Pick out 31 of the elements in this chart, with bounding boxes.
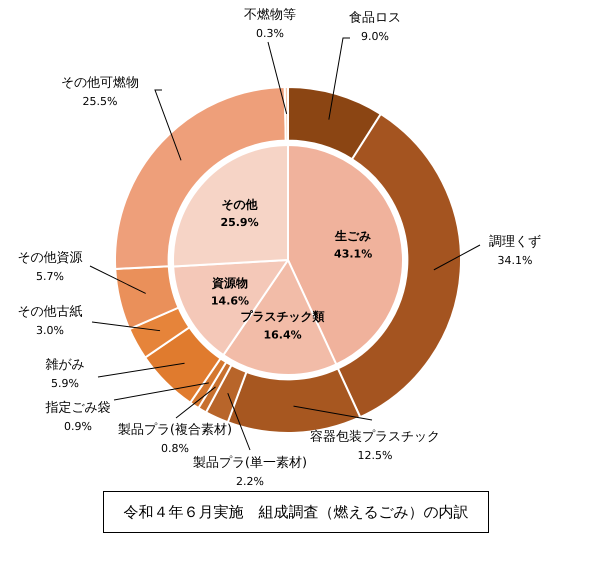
data-label: 5.7% (36, 270, 64, 283)
slice-label: 容器包装プラスチック (310, 428, 440, 444)
slice-label: 不燃物等 (244, 7, 296, 22)
slice-label: 資源物 (210, 276, 248, 290)
slice-label: 生ごみ (334, 228, 372, 243)
data-label: 25.9% (220, 216, 259, 230)
data-label: 14.6% (210, 294, 250, 308)
slice-label: 指定ごみ袋 (44, 400, 110, 416)
data-label: 16.4% (263, 328, 302, 342)
slice-label: その他古紙 (18, 304, 82, 320)
data-label: 0.8% (161, 442, 189, 455)
data-label: 9.0% (361, 30, 389, 43)
data-label: 0.9% (64, 420, 92, 433)
slice-label: その他 (222, 197, 259, 212)
slice-label: 製品プラ(複合素材) (118, 422, 232, 438)
data-label: 12.5% (358, 448, 392, 462)
slice-label: 調理くず (489, 234, 541, 250)
data-label: 0.3% (256, 26, 284, 40)
data-label: 43.1% (334, 248, 372, 261)
slice-label: その他資源 (18, 250, 82, 266)
text: 令和４年６月実施 組成調査（燃えるごみ）の内訳 (103, 491, 489, 533)
data-label: 2.2% (236, 474, 264, 488)
slice-label: 製品プラ(単一素材) (192, 455, 308, 470)
data-label: 5.9% (51, 376, 79, 390)
data-label: 34.1% (498, 254, 532, 267)
slice-label: その他可燃物 (61, 75, 139, 90)
slice-label: 食品ロス (349, 10, 401, 26)
slice-label: 雑がみ (46, 357, 84, 372)
data-label: 25.5% (82, 94, 118, 108)
slice-label: プラスチック類 (240, 310, 325, 324)
data-label: 3.0% (36, 324, 64, 337)
